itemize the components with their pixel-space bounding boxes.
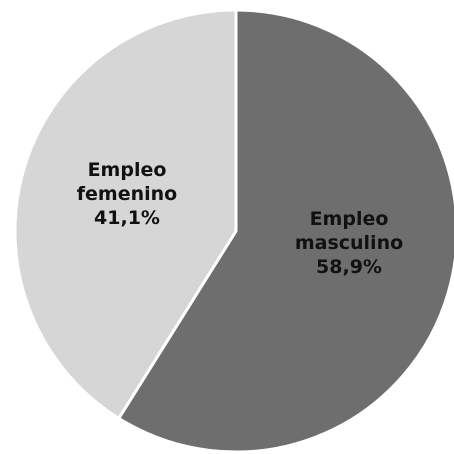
slice-label-0: Empleo masculino 58,9% [295, 208, 403, 278]
pie-slices [13, 8, 454, 454]
slice-label-line: femenino [77, 183, 177, 205]
slice-label-line: masculino [295, 232, 403, 254]
slice-label-line: Empleo [310, 208, 389, 230]
slice-value-label: 41,1% [94, 207, 160, 229]
slice-value-label: 58,9% [316, 256, 382, 278]
pie-slice-1 [13, 8, 238, 420]
slice-label-line: Empleo [88, 159, 167, 181]
pie-slice-0 [117, 8, 454, 454]
slice-label-1: Empleo femenino 41,1% [77, 159, 177, 229]
slice-labels: Empleo masculino 58,9%Empleo femenino 41,1% [77, 159, 403, 278]
